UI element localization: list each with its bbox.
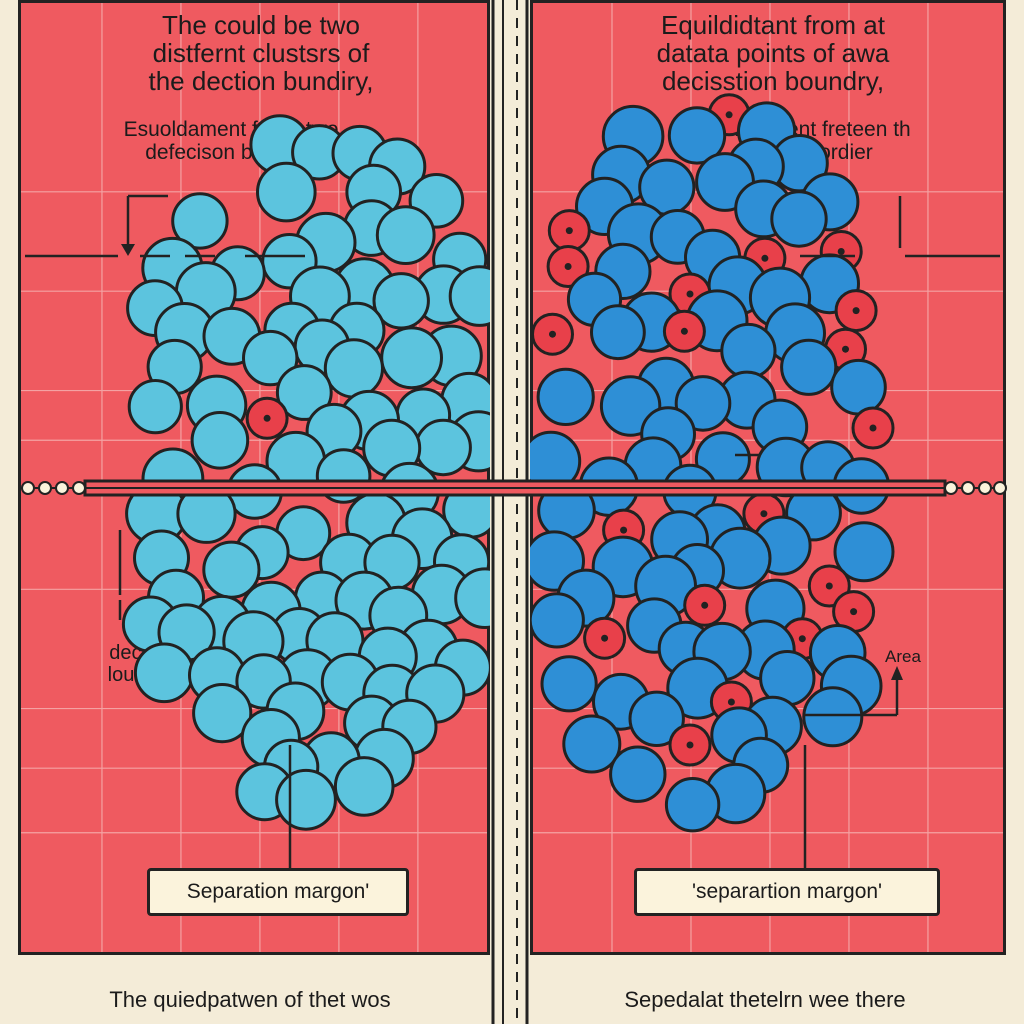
left-panel: The could be two distfernt clustsrs of t… xyxy=(18,0,490,955)
left-title: The could be two distfernt clustsrs of t… xyxy=(61,11,461,95)
left-title-line-3: the dection bundiry, xyxy=(148,66,374,97)
right-title-line-3: decisstion boundry, xyxy=(661,66,885,97)
right-subtitle-line-1: -selidistsent freteen th xyxy=(705,118,911,141)
right-caption: Sepedalat thetelrn wee there xyxy=(540,988,990,1012)
vertical-boundary xyxy=(490,0,530,1024)
right-title: Equildidtant from at datata points of aw… xyxy=(573,11,973,95)
left-side-label-line-1: decision xyxy=(109,642,183,664)
left-subtitle-line-2: defecison bundory xyxy=(145,140,317,164)
right-subtitle-line-2: pee dadordier xyxy=(743,140,873,164)
right-panel: Equildidtant from at datata points of aw… xyxy=(530,0,1006,955)
left-title-line-1: The could be two xyxy=(161,10,360,40)
left-subtitle: Esuoldament freen two defecison bundory xyxy=(81,118,381,164)
left-title-line-2: distfernt clustsrs of xyxy=(152,38,370,69)
left-caption: The quiedpatwen of thet wos xyxy=(40,988,460,1012)
right-title-line-2: datata points of awa xyxy=(656,38,890,69)
left-side-label: decision loundary xyxy=(76,642,216,686)
right-side-label: Area xyxy=(885,647,921,666)
left-subtitle-line-1: Esuoldament freen two xyxy=(123,118,339,141)
left-caption-line-1: The quiedpatwen of thet wos xyxy=(109,987,391,1012)
right-title-line-1: Equildidtant from at xyxy=(660,10,885,40)
right-subtitle: -selidistsent freteen th pee dadordier xyxy=(643,118,973,164)
left-side-label-line-2: loundary xyxy=(107,663,185,686)
right-caption-line-1: Sepedalat thetelrn wee there xyxy=(624,987,906,1012)
left-margin-badge: Separation margon' xyxy=(147,868,409,916)
right-margin-badge: 'separartion margon' xyxy=(634,868,940,916)
